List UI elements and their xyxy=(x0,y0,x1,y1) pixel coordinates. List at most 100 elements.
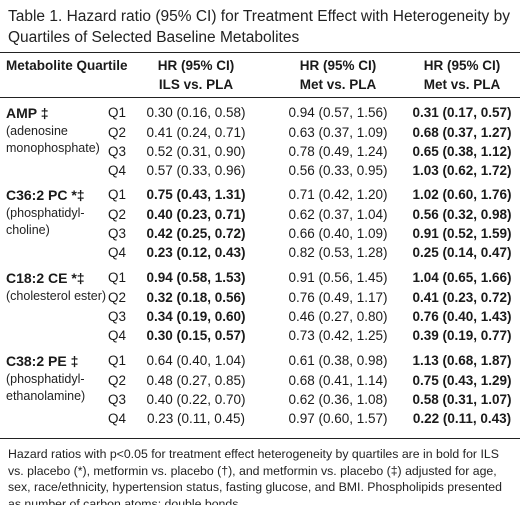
table-row: Q1 0.75 (0.43, 1.31) 0.71 (0.42, 1.20) 1.02… xyxy=(0,185,520,204)
hr-met-vs-pla-adjusted-cell: 0.91 (0.52, 1.59) xyxy=(412,226,512,241)
metabolite-label: C36:2 PC *‡ (phosphatidyl-choline) xyxy=(6,185,116,239)
metabolite-description: monophosphate) xyxy=(6,141,100,155)
hr-met-vs-pla-adjusted-cell: 1.04 (0.65, 1.66) xyxy=(412,270,512,285)
hr-met-vs-pla-cell: 0.91 (0.56, 1.45) xyxy=(288,270,388,285)
table-row: Q4 0.23 (0.12, 0.43) 0.82 (0.53, 1.28) 0.25… xyxy=(0,243,520,262)
header-col2-line1: HR (95% CI) xyxy=(299,58,377,73)
quartile-cell: Q2 xyxy=(108,290,127,305)
hr-met-vs-pla-cell: 0.78 (0.49, 1.24) xyxy=(288,144,388,159)
quartile-cell: Q3 xyxy=(108,144,127,159)
hr-ils-vs-pla-cell: 0.40 (0.22, 0.70) xyxy=(146,392,246,407)
hr-ils-vs-pla-cell: 0.52 (0.31, 0.90) xyxy=(146,144,246,159)
table-row: Q2 0.48 (0.27, 0.85) 0.68 (0.41, 1.14) 0.75… xyxy=(0,371,520,390)
metabolite-description: choline) xyxy=(6,223,50,237)
quartile-cell: Q2 xyxy=(108,373,127,388)
table-footnote: Hazard ratios with p<0.05 for treatment … xyxy=(8,447,502,505)
hr-met-vs-pla-cell: 0.71 (0.42, 1.20) xyxy=(288,187,388,202)
hr-ils-vs-pla-cell: 0.57 (0.33, 0.96) xyxy=(146,163,246,178)
table-row: Q2 0.32 (0.18, 0.56) 0.76 (0.49, 1.17) 0.41… xyxy=(0,288,520,307)
table-row: Q1 0.64 (0.40, 1.04) 0.61 (0.38, 0.98) 1.13… xyxy=(0,351,520,370)
hr-ils-vs-pla-cell: 0.32 (0.18, 0.56) xyxy=(146,290,246,305)
quartile-cell: Q1 xyxy=(108,270,127,285)
metabolite-name: C38:2 PE ‡ xyxy=(6,353,79,369)
table-row: Q3 0.40 (0.22, 0.70) 0.62 (0.36, 1.08) 0.58… xyxy=(0,390,520,409)
metabolite-label: C38:2 PE ‡ (phosphatidyl-ethanolamine) xyxy=(6,351,116,405)
hr-met-vs-pla-cell: 0.56 (0.33, 0.95) xyxy=(288,163,388,178)
header-rule xyxy=(0,97,520,98)
hr-met-vs-pla-adjusted-cell: 0.75 (0.43, 1.29) xyxy=(412,373,512,388)
hr-ils-vs-pla-cell: 0.75 (0.43, 1.31) xyxy=(146,187,246,202)
hr-ils-vs-pla-cell: 0.23 (0.11, 0.45) xyxy=(146,411,246,426)
table-row: Q4 0.57 (0.33, 0.96) 0.56 (0.33, 0.95) 1.03… xyxy=(0,161,520,180)
quartile-cell: Q4 xyxy=(108,245,127,260)
hr-ils-vs-pla-cell: 0.42 (0.25, 0.72) xyxy=(146,226,246,241)
quartile-cell: Q4 xyxy=(108,163,127,178)
hr-met-vs-pla-adjusted-cell: 1.03 (0.62, 1.72) xyxy=(412,163,512,178)
quartile-cell: Q1 xyxy=(108,187,127,202)
metabolite-group: C18:2 CE *‡ (cholesterol ester) Q1 0.94 (0.… xyxy=(0,265,520,348)
header-col3-line1: HR (95% CI) xyxy=(423,58,501,73)
metabolite-group: C36:2 PC *‡ (phosphatidyl-choline) Q1 0.75 … xyxy=(0,182,520,265)
hr-ils-vs-pla-cell: 0.34 (0.19, 0.60) xyxy=(146,309,246,324)
quartile-cell: Q4 xyxy=(108,328,127,343)
hr-met-vs-pla-cell: 0.94 (0.57, 1.56) xyxy=(288,105,388,120)
hr-ils-vs-pla-cell: 0.23 (0.12, 0.43) xyxy=(146,245,246,260)
table-row: Q3 0.52 (0.31, 0.90) 0.78 (0.49, 1.24) 0.65… xyxy=(0,142,520,161)
hr-ils-vs-pla-cell: 0.64 (0.40, 1.04) xyxy=(146,353,246,368)
quartile-cell: Q3 xyxy=(108,392,127,407)
hr-met-vs-pla-adjusted-cell: 0.25 (0.14, 0.47) xyxy=(412,245,512,260)
quartile-cell: Q1 xyxy=(108,353,127,368)
metabolite-name: C36:2 PC *‡ xyxy=(6,187,85,203)
quartile-cell: Q4 xyxy=(108,411,127,426)
quartile-cell: Q2 xyxy=(108,207,127,222)
header-col1-line1: HR (95% CI) xyxy=(157,58,235,73)
header-col3-line2: Met vs. PLA xyxy=(423,77,501,92)
hr-met-vs-pla-adjusted-cell: 1.13 (0.68, 1.87) xyxy=(412,353,512,368)
metabolite-description: (cholesterol ester) xyxy=(6,289,107,303)
hr-met-vs-pla-adjusted-cell: 0.76 (0.40, 1.43) xyxy=(412,309,512,324)
hr-met-vs-pla-adjusted-cell: 0.39 (0.19, 0.77) xyxy=(412,328,512,343)
hr-met-vs-pla-cell: 0.97 (0.60, 1.57) xyxy=(288,411,388,426)
metabolite-description: ethanolamine) xyxy=(6,389,86,403)
metabolite-description: (phosphatidyl- xyxy=(6,206,85,220)
header-metabolite-quartile: Metabolite Quartile xyxy=(6,58,128,73)
hr-ils-vs-pla-cell: 0.41 (0.24, 0.71) xyxy=(146,125,246,140)
table-row: Q4 0.23 (0.11, 0.45) 0.97 (0.60, 1.57) 0.22… xyxy=(0,409,520,428)
hr-ils-vs-pla-cell: 0.30 (0.15, 0.57) xyxy=(146,328,246,343)
header-col2-line2: Met vs. PLA xyxy=(299,77,377,92)
table-row: Q1 0.94 (0.58, 1.53) 0.91 (0.56, 1.45) 1.04… xyxy=(0,268,520,287)
table-title: Table 1. Hazard ratio (95% CI) for Treat… xyxy=(8,8,510,46)
hr-ils-vs-pla-cell: 0.30 (0.16, 0.58) xyxy=(146,105,246,120)
table-row: Q4 0.30 (0.15, 0.57) 0.73 (0.42, 1.25) 0.39… xyxy=(0,326,520,345)
table-bottom-rule xyxy=(0,438,520,439)
metabolite-name: AMP ‡ xyxy=(6,105,49,121)
metabolite-label: AMP ‡ (adenosine monophosphate) xyxy=(6,103,116,157)
hr-met-vs-pla-adjusted-cell: 0.58 (0.31, 1.07) xyxy=(412,392,512,407)
table-row: Q3 0.42 (0.25, 0.72) 0.66 (0.40, 1.09) 0.91… xyxy=(0,224,520,243)
header-met-vs-pla: HR (95% CI) Met vs. PLA xyxy=(278,56,398,94)
hr-met-vs-pla-adjusted-cell: 0.31 (0.17, 0.57) xyxy=(412,105,512,120)
quartile-cell: Q3 xyxy=(108,226,127,241)
header-ils-vs-pla: HR (95% CI) ILS vs. PLA xyxy=(136,56,256,94)
quartile-cell: Q3 xyxy=(108,309,127,324)
hr-met-vs-pla-cell: 0.62 (0.36, 1.08) xyxy=(288,392,388,407)
table-row: Q2 0.40 (0.23, 0.71) 0.62 (0.37, 1.04) 0.56… xyxy=(0,205,520,224)
table-row: Q1 0.30 (0.16, 0.58) 0.94 (0.57, 1.56) 0.31… xyxy=(0,103,520,122)
metabolite-group: AMP ‡ (adenosine monophosphate) Q1 0.30 (0.1… xyxy=(0,100,520,182)
hr-met-vs-pla-cell: 0.46 (0.27, 0.80) xyxy=(288,309,388,324)
hr-met-vs-pla-cell: 0.61 (0.38, 0.98) xyxy=(288,353,388,368)
hr-met-vs-pla-adjusted-cell: 0.22 (0.11, 0.43) xyxy=(412,411,512,426)
hr-ils-vs-pla-cell: 0.94 (0.58, 1.53) xyxy=(146,270,246,285)
table-top-rule xyxy=(0,52,520,53)
metabolite-name: C18:2 CE *‡ xyxy=(6,270,85,286)
hr-met-vs-pla-cell: 0.63 (0.37, 1.09) xyxy=(288,125,388,140)
hr-ils-vs-pla-cell: 0.48 (0.27, 0.85) xyxy=(146,373,246,388)
hr-ils-vs-pla-cell: 0.40 (0.23, 0.71) xyxy=(146,207,246,222)
metabolite-group: C38:2 PE ‡ (phosphatidyl-ethanolamine) Q1 0… xyxy=(0,348,520,436)
hr-met-vs-pla-cell: 0.66 (0.40, 1.09) xyxy=(288,226,388,241)
hr-met-vs-pla-cell: 0.68 (0.41, 1.14) xyxy=(288,373,388,388)
hr-met-vs-pla-cell: 0.76 (0.49, 1.17) xyxy=(288,290,388,305)
header-met-vs-pla-adjusted: HR (95% CI) Met vs. PLA xyxy=(402,56,520,94)
metabolite-description: (phosphatidyl- xyxy=(6,372,85,386)
hr-met-vs-pla-adjusted-cell: 0.68 (0.37, 1.27) xyxy=(412,125,512,140)
